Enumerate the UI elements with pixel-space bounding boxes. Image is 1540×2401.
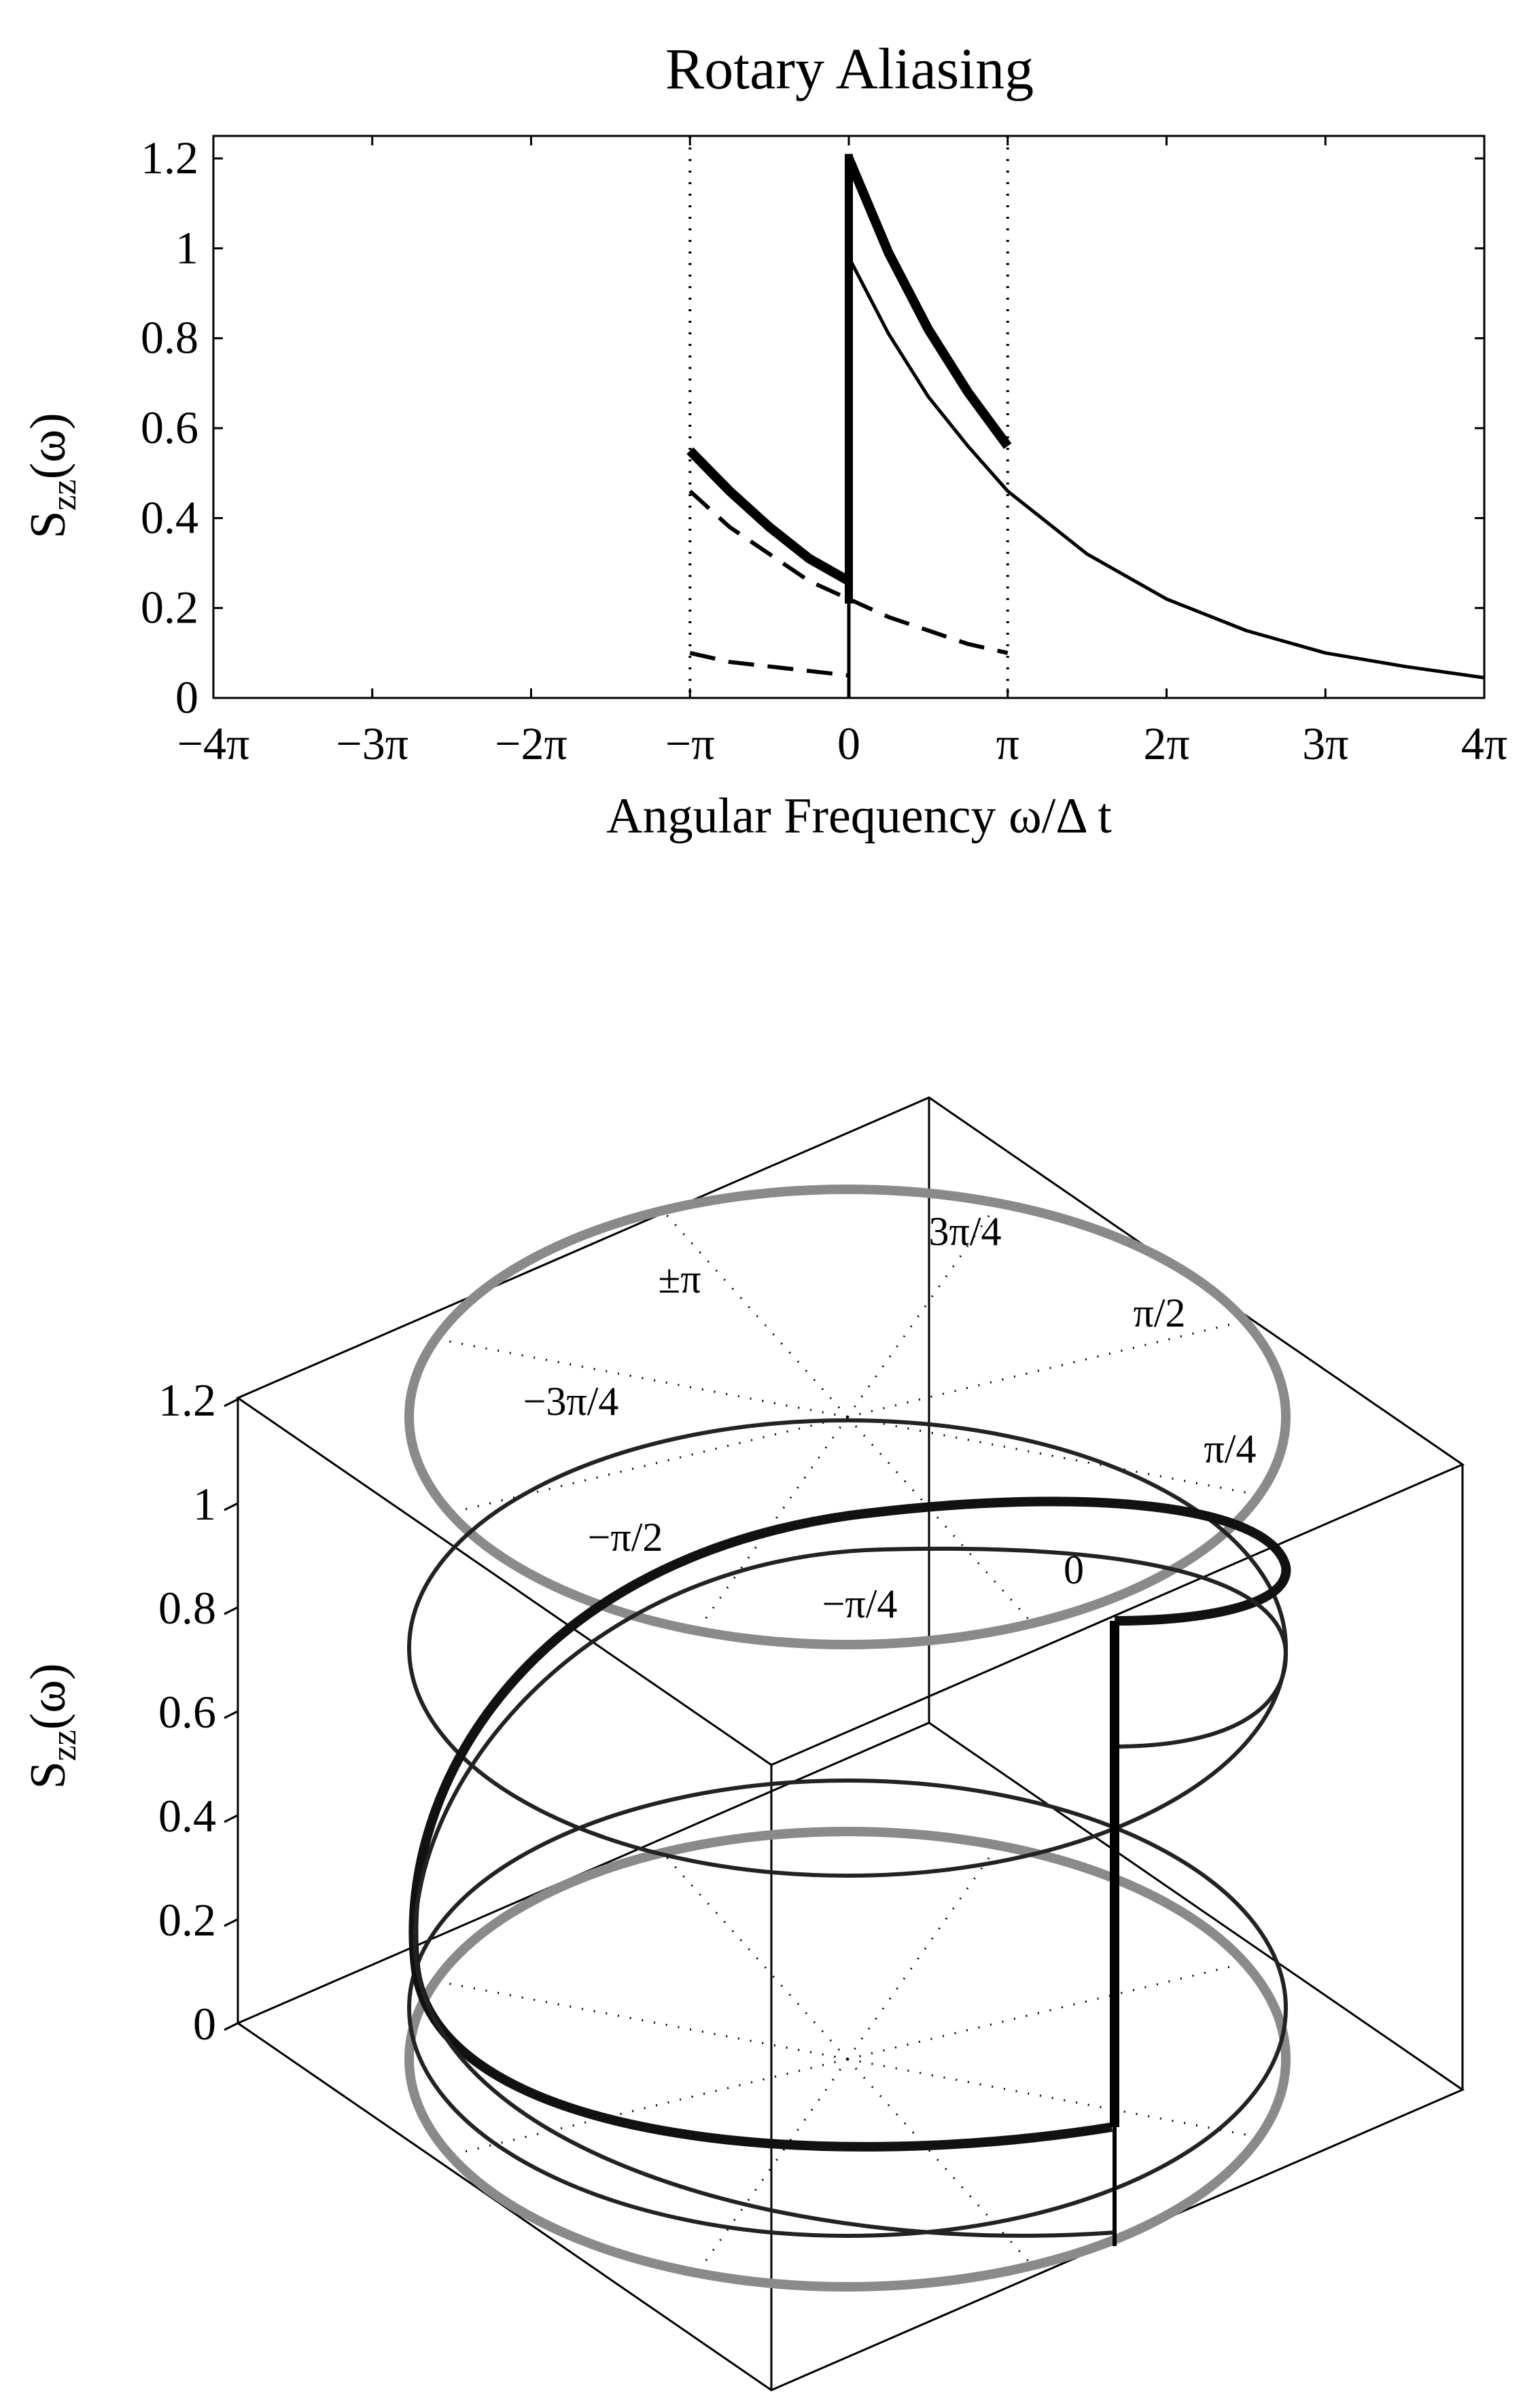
direction-label: −π/2: [588, 1515, 663, 1560]
y-tick-label: 0.4: [141, 491, 198, 543]
polar-spoke: [435, 1337, 848, 1418]
y-tick-label: 1: [175, 222, 198, 273]
z-tick-mark: [224, 1814, 239, 1823]
polar-spoke: [847, 1962, 1246, 2061]
y-axis-label-main: S: [20, 511, 76, 539]
grey-ring-top: [404, 1185, 1291, 1649]
y-tick-label: 0: [175, 671, 198, 723]
series-dashed-2: [847, 597, 1009, 655]
x-tick-label: −3π: [336, 718, 408, 769]
direction-label: π/4: [1204, 1426, 1257, 1471]
z-tick-label: 1: [193, 1478, 216, 1530]
series-thick-solid-5: [844, 156, 1012, 449]
z-tick-marks: [224, 1398, 239, 2031]
z-tick-mark: [224, 1918, 239, 1927]
polar-spoke: [661, 1852, 849, 2061]
dark-ring-low: [407, 1778, 1288, 2238]
y-axis-label-subscript: zz: [45, 479, 84, 510]
polar-spoke: [847, 1416, 1260, 1496]
z-axis-label-suffix: (ω): [20, 1663, 76, 1730]
x-axis-label: Angular Frequency ω/Δ t: [606, 788, 1112, 844]
x-tick-label: 0: [837, 718, 860, 769]
series-thin-solid-0: [847, 256, 1485, 680]
box-frame: [235, 1096, 1465, 2391]
direction-label: −π/4: [822, 1581, 898, 1626]
z-tick-label: 0: [193, 1998, 216, 2050]
polar-spoke: [435, 1980, 848, 2061]
z-tick-mark: [224, 1398, 239, 1407]
y-tick-label: 0.6: [141, 402, 198, 453]
direction-label: 3π/4: [929, 1209, 1002, 1254]
x-tick-label: 4π: [1461, 718, 1507, 769]
x-tick-label: 3π: [1302, 718, 1348, 769]
grey-ring-bottom: [404, 1827, 1291, 2292]
z-axis-label-subscript: zz: [45, 1730, 84, 1761]
y-axis-label-suffix: (ω): [20, 413, 76, 479]
y-tick-label: 0.2: [141, 582, 198, 633]
series-dashed-3: [689, 650, 850, 678]
x-tick-label: −π: [665, 718, 715, 769]
z-tick-label: 0.8: [158, 1582, 216, 1634]
z-tick-label: 0.4: [158, 1790, 216, 1842]
series-dashed-1: [688, 489, 850, 601]
direction-labels: 0 π/4 π/2 3π/4 ±π −3π/4 −π/2 −π/4: [523, 1209, 1257, 1626]
x-tick-label: π: [996, 718, 1019, 769]
chart-title: Rotary Aliasing: [665, 36, 1034, 101]
bottom-3d-helix-chart: 0 0.2 0.4 0.6 0.8 1 1.2 0 π/4 π/2 3π/4 ±π −3π/4 −π/2…: [20, 1096, 1465, 2391]
z-tick-labels: 0 0.2 0.4 0.6 0.8 1 1.2: [158, 1374, 216, 2050]
thin-helix-curve: [413, 1546, 1289, 2238]
direction-label: ±π: [658, 1257, 701, 1301]
z-tick-mark: [224, 1502, 239, 1511]
z-tick-mark: [224, 1710, 239, 1719]
z-tick-label: 0.6: [158, 1686, 216, 1738]
y-tick-label: 0.8: [141, 312, 198, 364]
top-line-chart: Rotary Aliasing −4π −3π −2π −π 0 π 2π 3π 4π 0 0.2…: [20, 36, 1507, 844]
polar-spokes-bottom: [435, 1844, 1260, 2274]
polar-spoke: [847, 2058, 1260, 2139]
y-tick-label: 1.2: [141, 132, 198, 183]
z-axis-label: Szz(ω): [20, 1663, 84, 1789]
series-thick-solid-4: [686, 447, 852, 586]
z-tick-mark: [224, 1606, 239, 1615]
direction-label: π/2: [1134, 1291, 1186, 1335]
z-tick-label: 0.2: [158, 1894, 216, 1946]
x-tick-label: −4π: [177, 718, 250, 769]
helix-curves: [408, 1496, 1291, 2246]
z-tick-mark: [224, 2022, 239, 2031]
x-tick-label: 2π: [1143, 718, 1189, 769]
direction-label: −3π/4: [523, 1379, 619, 1424]
polar-spoke: [661, 1210, 849, 1418]
z-axis-label-main: S: [20, 1762, 76, 1789]
y-axis-label: Szz(ω): [20, 413, 84, 538]
x-tick-label: −2π: [495, 718, 567, 769]
direction-label: 0: [1064, 1547, 1084, 1592]
polar-spoke: [449, 1416, 848, 1514]
thick-helix-curve: [408, 1496, 1291, 2152]
z-tick-label: 1.2: [158, 1374, 216, 1426]
